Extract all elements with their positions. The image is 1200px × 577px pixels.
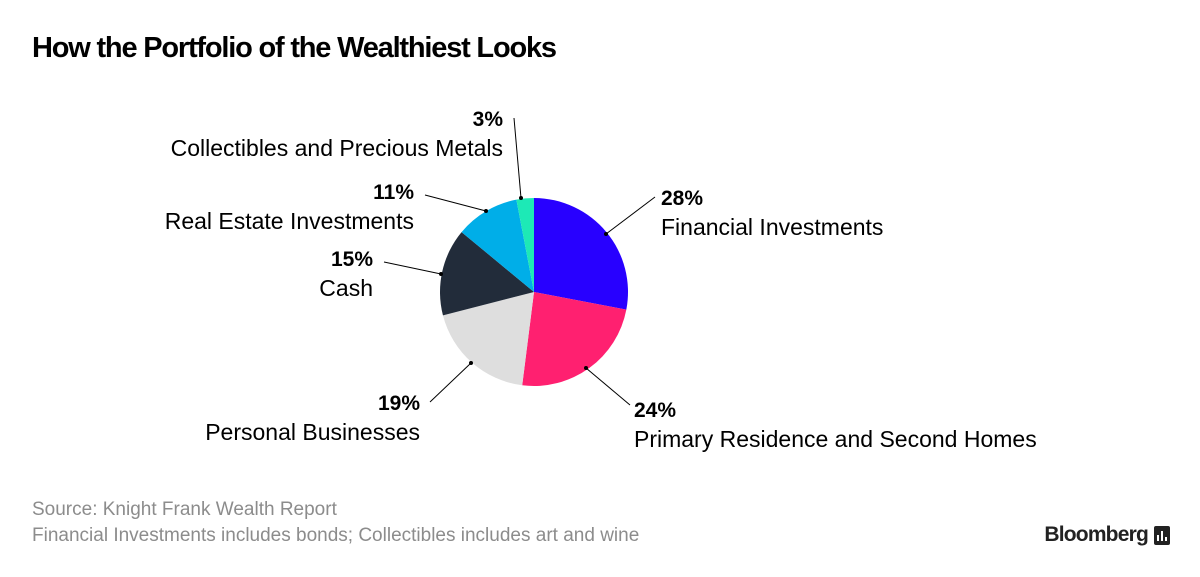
slice-percent-real-estate-investments: 11% <box>373 181 414 204</box>
slice-label-primary-residence-and-second-homes: Primary Residence and Second Homes <box>634 426 1037 452</box>
leader-line-primary-residence-and-second-homes <box>585 367 631 406</box>
slice-percent-cash: 15% <box>331 248 373 271</box>
leader-dot-real-estate-investments <box>484 209 488 213</box>
leader-line-collectibles-and-precious-metals <box>513 117 522 199</box>
slice-label-personal-businesses: Personal Businesses <box>205 419 420 445</box>
slice-label-financial-investments: Financial Investments <box>661 214 883 240</box>
leader-line-personal-businesses <box>429 362 472 403</box>
pie-slice-real-estate-investments <box>461 199 534 292</box>
leader-dot-cash <box>439 272 443 276</box>
slice-percent-financial-investments: 28% <box>661 187 703 210</box>
slice-label-collectibles-and-precious-metals: Collectibles and Precious Metals <box>171 135 503 161</box>
leader-dot-financial-investments <box>604 232 608 236</box>
pie-slice-financial-investments <box>534 198 629 310</box>
pie-slice-primary-residence-and-second-homes <box>522 292 627 386</box>
bar-chart-logo-icon <box>1154 525 1170 545</box>
leader-line-cash <box>383 261 442 275</box>
slice-percent-primary-residence-and-second-homes: 24% <box>634 399 676 422</box>
slice-percent-personal-businesses: 19% <box>378 392 420 415</box>
leader-line-real-estate-investments <box>424 194 487 212</box>
chart-title: How the Portfolio of the Wealthiest Look… <box>32 32 557 64</box>
footnote: Financial Investments includes bonds; Co… <box>32 525 640 546</box>
slice-percent-collectibles-and-precious-metals: 3% <box>473 108 504 131</box>
pie-slice-collectibles-and-precious-metals <box>516 198 534 292</box>
leader-dot-primary-residence-and-second-homes <box>584 366 588 370</box>
chart-footer: Source: Knight Frank Wealth Report Finan… <box>32 497 639 549</box>
pie-slice-personal-businesses <box>442 292 534 386</box>
leader-dot-collectibles-and-precious-metals <box>519 196 523 200</box>
brand-logo: Bloomberg <box>1044 523 1170 547</box>
pie-slice-cash <box>440 232 534 316</box>
source-note: Source: Knight Frank Wealth Report <box>32 499 337 520</box>
brand-name: Bloomberg <box>1044 523 1148 546</box>
leader-dot-personal-businesses <box>469 361 473 365</box>
slice-label-real-estate-investments: Real Estate Investments <box>165 208 414 234</box>
slice-label-cash: Cash <box>319 275 373 301</box>
leader-line-financial-investments <box>605 196 656 235</box>
